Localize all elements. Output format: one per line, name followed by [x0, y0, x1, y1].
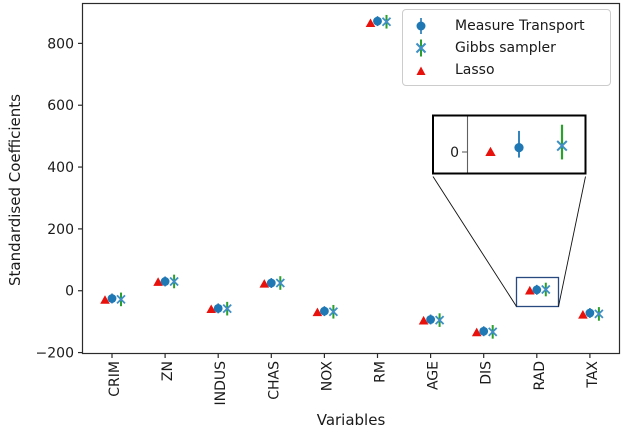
- data-point-measure-transport-DIS: [479, 326, 489, 336]
- inset-point-measure-transport: [514, 143, 524, 153]
- data-point-lasso-AGE: [418, 315, 429, 325]
- inset-point-lasso: [485, 146, 496, 157]
- y-tick-label: 800: [47, 36, 74, 52]
- y-tick-label: −200: [36, 346, 74, 362]
- data-point-lasso-DIS: [471, 327, 482, 337]
- legend-label: Gibbs sampler: [455, 40, 556, 56]
- inset-connector-left: [432, 176, 517, 307]
- data-point-gibbs-RAD: [541, 284, 551, 295]
- inset-point-gibbs: [556, 140, 568, 152]
- data-point-gibbs-ZN: [169, 276, 179, 287]
- data-point-gibbs-CHAS: [275, 278, 285, 288]
- data-point-measure-transport-CHAS: [266, 278, 276, 288]
- y-tick-label: 600: [47, 98, 74, 114]
- legend-label: Lasso: [455, 62, 495, 78]
- data-point-measure-transport-CRIM: [107, 294, 117, 303]
- data-group-CHAS: [259, 276, 285, 290]
- y-axis-title: Standardised Coefficients: [6, 94, 24, 286]
- x-tick-label-ZN: ZN: [160, 361, 176, 381]
- zoom-indicator-box: [515, 276, 560, 308]
- legend-item-measure-transport: Measure Transport: [407, 15, 610, 37]
- data-point-measure-transport-RM: [373, 16, 382, 26]
- data-point-lasso-NOX: [312, 307, 323, 317]
- data-point-gibbs-INDUS: [222, 304, 232, 314]
- zoom-inset: 0: [432, 114, 587, 175]
- data-group-NOX: [312, 304, 339, 319]
- x-tick-label-RM: RM: [373, 361, 389, 383]
- inset-tick-label: 0: [450, 145, 459, 161]
- x-tick-label-NOX: NOX: [319, 361, 335, 392]
- inset-connector-right: [558, 176, 586, 307]
- legend-label: Measure Transport: [455, 18, 585, 34]
- data-point-measure-transport-RAD: [532, 285, 542, 295]
- data-point-gibbs-CRIM: [116, 294, 126, 305]
- data-point-lasso-TAX: [578, 310, 588, 319]
- data-point-gibbs-NOX: [328, 307, 339, 317]
- data-point-measure-transport-AGE: [426, 315, 435, 324]
- data-point-gibbs-DIS: [488, 327, 498, 337]
- data-point-lasso-CHAS: [259, 279, 270, 288]
- legend-marker-triangle-icon: [416, 66, 426, 75]
- legend-marker-x-icon: [415, 39, 427, 57]
- data-point-lasso-CRIM: [100, 295, 110, 304]
- data-point-measure-transport-TAX: [585, 308, 595, 318]
- data-point-gibbs-AGE: [434, 315, 445, 325]
- data-point-lasso-RAD: [525, 285, 535, 295]
- y-tick-label: 200: [47, 222, 74, 238]
- x-tick-label-TAX: TAX: [585, 361, 601, 389]
- legend-item-lasso: Lasso: [407, 59, 610, 81]
- data-group-INDUS: [206, 301, 232, 316]
- x-tick-label-CHAS: CHAS: [266, 361, 282, 400]
- x-tick-label-DIS: DIS: [479, 361, 495, 385]
- x-tick-label-CRIM: CRIM: [107, 361, 123, 397]
- data-point-measure-transport-INDUS: [213, 303, 223, 313]
- x-tick-label-RAD: RAD: [532, 361, 548, 391]
- data-group-ZN: [153, 274, 179, 289]
- data-group-AGE: [418, 313, 445, 327]
- data-point-lasso-INDUS: [206, 304, 216, 314]
- data-group-TAX: [578, 307, 604, 321]
- data-point-gibbs-RM: [381, 17, 392, 27]
- legend-marker-circle-icon: [416, 18, 426, 34]
- data-group-DIS: [471, 325, 498, 339]
- x-axis-title: Variables: [316, 411, 386, 429]
- data-group-RAD: [525, 282, 551, 297]
- x-tick-label-INDUS: INDUS: [213, 361, 229, 406]
- y-tick-label: 0: [65, 284, 74, 300]
- data-point-gibbs-TAX: [594, 309, 604, 319]
- data-point-lasso-ZN: [153, 277, 163, 286]
- data-point-lasso-RM: [365, 18, 376, 28]
- legend: Measure Transport Gibbs sampler Lasso: [402, 9, 611, 86]
- legend-item-gibbs-sampler: Gibbs sampler: [407, 37, 610, 59]
- data-group-RM: [365, 14, 392, 29]
- data-group-CRIM: [100, 292, 126, 307]
- data-point-measure-transport-ZN: [160, 277, 170, 286]
- x-tick-label-AGE: AGE: [426, 361, 442, 390]
- data-point-measure-transport-NOX: [320, 306, 329, 316]
- plot-frame: [81, 2, 621, 355]
- y-tick-label: 400: [47, 160, 74, 176]
